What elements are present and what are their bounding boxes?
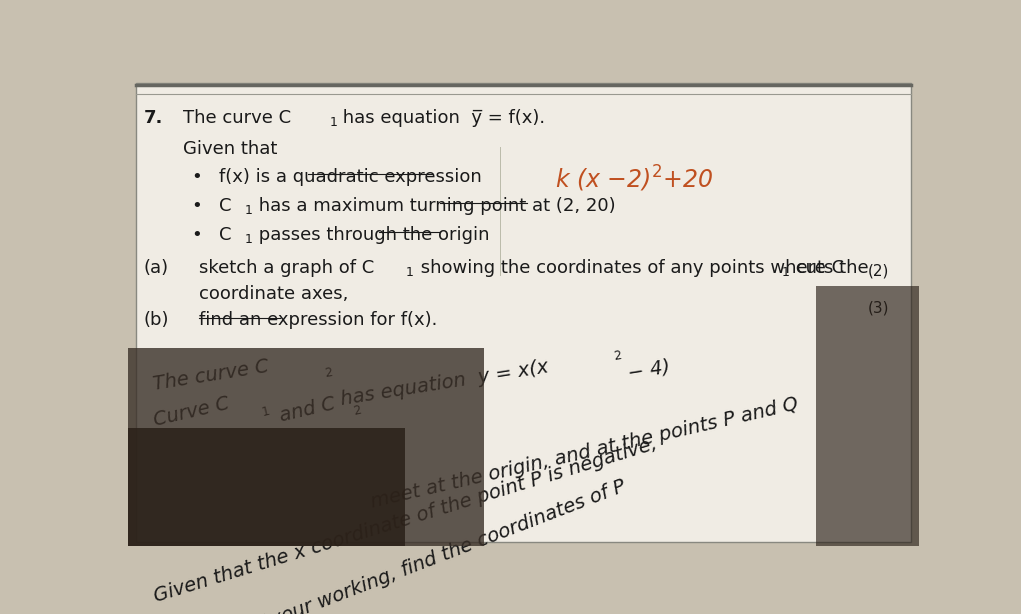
Text: 2: 2 [613, 349, 623, 363]
Text: C: C [218, 226, 231, 244]
Text: − 4): − 4) [620, 357, 671, 384]
Text: coordinate axes,: coordinate axes, [199, 286, 348, 303]
Text: passes through the origin: passes through the origin [252, 226, 489, 244]
Text: •: • [191, 196, 202, 215]
Text: 7.: 7. [143, 109, 162, 127]
Text: has a maximum turning point at (2, 20): has a maximum turning point at (2, 20) [252, 196, 616, 215]
Text: (3): (3) [868, 301, 889, 316]
Text: 1: 1 [245, 204, 252, 217]
FancyBboxPatch shape [136, 83, 911, 542]
Text: •: • [191, 226, 202, 244]
Text: and C: and C [272, 394, 337, 427]
Text: k (x $-$2)$^2$+20: k (x $-$2)$^2$+20 [555, 163, 713, 193]
Text: sketch a graph of C: sketch a graph of C [199, 259, 374, 277]
Text: C: C [218, 196, 231, 215]
Text: Curve C: Curve C [151, 394, 231, 430]
Text: o i stages of your working, find the coordinates of P: o i stages of your working, find the coo… [151, 476, 629, 614]
Text: 2: 2 [351, 403, 362, 418]
Text: 1: 1 [406, 266, 415, 279]
Text: Given that: Given that [183, 140, 278, 158]
Text: (b): (b) [143, 311, 168, 329]
Text: (2): (2) [868, 264, 889, 279]
Text: showing the coordinates of any points where C: showing the coordinates of any points wh… [415, 259, 844, 277]
Text: find an expression for f(x).: find an expression for f(x). [199, 311, 437, 329]
Text: 1: 1 [330, 116, 337, 129]
Text: has equation  y = x(x: has equation y = x(x [333, 357, 550, 410]
Text: (a): (a) [143, 259, 168, 277]
Text: cuts the: cuts the [790, 259, 869, 277]
Text: meet at the origin, and at the points P and Q: meet at the origin, and at the points P … [362, 394, 800, 513]
Text: 1: 1 [782, 266, 790, 279]
Polygon shape [128, 348, 484, 546]
Text: The curve C: The curve C [151, 357, 270, 394]
Text: 2: 2 [324, 366, 334, 380]
Text: has equation  y̅ = f(x).: has equation y̅ = f(x). [337, 109, 545, 127]
Text: Given that the x coordinate of the point P is negative,: Given that the x coordinate of the point… [151, 434, 660, 606]
Text: •: • [191, 168, 202, 186]
Text: The curve C: The curve C [183, 109, 291, 127]
Text: f(x) is a quadratic expression: f(x) is a quadratic expression [218, 168, 481, 186]
Text: 1: 1 [260, 404, 272, 419]
Text: 1: 1 [245, 233, 252, 246]
Polygon shape [128, 429, 404, 546]
Polygon shape [816, 286, 919, 546]
